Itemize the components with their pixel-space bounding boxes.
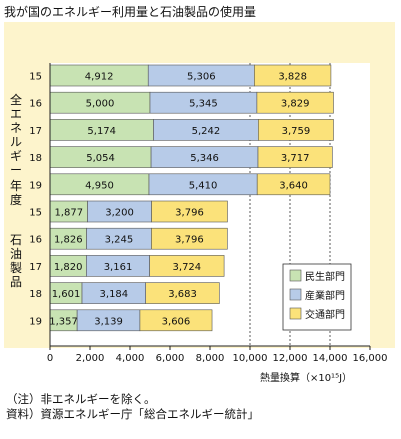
bar-3-10 [139, 309, 213, 332]
bar-value-label: 5,306 [187, 72, 216, 83]
year-label: 17 [29, 262, 42, 273]
bar-value-label: 5,410 [189, 180, 218, 191]
bar-value-label: 1,601 [52, 289, 81, 300]
bar-value-label: 3,724 [173, 262, 202, 273]
bar-value-label: 3,245 [105, 235, 134, 246]
bar-value-label: 3,829 [281, 99, 310, 110]
bar-value-label: 3,200 [105, 208, 134, 219]
x-tick-label: 14,000 [313, 353, 348, 364]
bar-value-label: 3,717 [281, 153, 310, 164]
x-tick-label: 2,000 [76, 353, 105, 364]
legend-label-1: 民生部門 [305, 270, 345, 283]
bar-3-5 [256, 173, 331, 196]
year-label: 16 [29, 99, 42, 110]
group-label-all-energy: ギ [10, 149, 22, 163]
bar-value-label: 5,054 [86, 153, 115, 164]
group-label-petroleum: 油 [10, 247, 22, 261]
note-exclusion: （注）非エネルギーを除く。 [6, 392, 156, 406]
year-label: 16 [29, 235, 42, 246]
footnotes: （注）非エネルギーを除く。 資料）資源エネルギー庁「総合エネルギー統計」 [6, 392, 259, 422]
bar-3-1 [254, 64, 332, 87]
bar-value-label: 3,640 [279, 180, 308, 191]
year-axis-label: 度 [10, 192, 22, 207]
legend-swatch-2 [289, 288, 302, 301]
bar-3-8 [149, 255, 225, 277]
bar-value-label: 5,345 [189, 99, 218, 110]
bar-value-label: 1,877 [54, 208, 83, 219]
legend-swatch-1 [289, 269, 302, 282]
x-tick-label: 12,000 [273, 353, 308, 364]
group-label-all-energy: ー [10, 163, 22, 177]
bar-value-label: 5,174 [87, 126, 116, 137]
bar-value-label: 1,826 [54, 235, 83, 246]
bar-value-label: 3,796 [175, 208, 204, 219]
bar-3-3 [258, 119, 334, 141]
bar-value-label: 3,184 [100, 289, 129, 300]
bar-value-label: 4,950 [85, 180, 114, 191]
x-tick-label: 16,000 [353, 353, 388, 364]
x-tick-label: 8,000 [196, 353, 225, 364]
x-axis-title: 熱量換算（×10¹⁵J） [260, 371, 352, 384]
bar-value-label: 5,000 [86, 99, 115, 110]
legend-swatch-3 [289, 307, 302, 320]
year-label: 19 [29, 180, 42, 191]
group-label-petroleum: 石 [10, 233, 22, 247]
group-label-petroleum: 製 [10, 261, 22, 275]
year-label: 19 [29, 316, 42, 327]
bar-value-label: 3,606 [162, 316, 191, 327]
group-label-petroleum: 品 [10, 275, 22, 289]
bar-3-7 [151, 227, 228, 250]
bar-value-label: 1,357 [49, 316, 78, 327]
x-tick-label: 0 [47, 353, 53, 364]
bar-value-label: 5,346 [190, 153, 219, 164]
legend-label-2: 産業部門 [305, 289, 345, 302]
x-tick-label: 10,000 [233, 353, 268, 364]
group-label-all-energy: ル [10, 135, 22, 149]
year-label: 15 [29, 72, 42, 83]
bar-value-label: 3,828 [278, 72, 307, 83]
year-label: 18 [29, 289, 42, 300]
group-label-all-energy: 全 [10, 92, 22, 107]
legend-label-3: 交通部門 [305, 308, 345, 321]
year-label: 15 [29, 208, 42, 219]
bar-value-label: 1,820 [54, 262, 83, 273]
group-label-all-energy: ネ [10, 121, 22, 135]
page-title: 我が国のエネルギー利用量と石油製品の使用量 [4, 5, 257, 19]
group-label-all-energy: エ [10, 107, 22, 121]
bar-value-label: 4,912 [85, 72, 114, 83]
year-label: 17 [29, 126, 42, 137]
year-label: 18 [29, 153, 42, 164]
bar-3-9 [145, 282, 220, 304]
bar-value-label: 3,161 [104, 262, 133, 273]
x-tick-label: 4,000 [116, 353, 145, 364]
bar-3-2 [256, 91, 334, 114]
bar-value-label: 3,796 [175, 235, 204, 246]
year-axis-label: 年 [10, 179, 22, 193]
bar-value-label: 3,759 [282, 126, 311, 137]
bar-3-4 [257, 146, 333, 168]
bar-value-label: 3,683 [168, 289, 197, 300]
bar-3-6 [151, 200, 228, 223]
bar-value-label: 5,242 [192, 126, 221, 137]
bar-value-label: 3,139 [94, 316, 123, 327]
x-tick-label: 6,000 [156, 353, 185, 364]
note-source: 資料）資源エネルギー庁「総合エネルギー統計」 [6, 407, 259, 421]
